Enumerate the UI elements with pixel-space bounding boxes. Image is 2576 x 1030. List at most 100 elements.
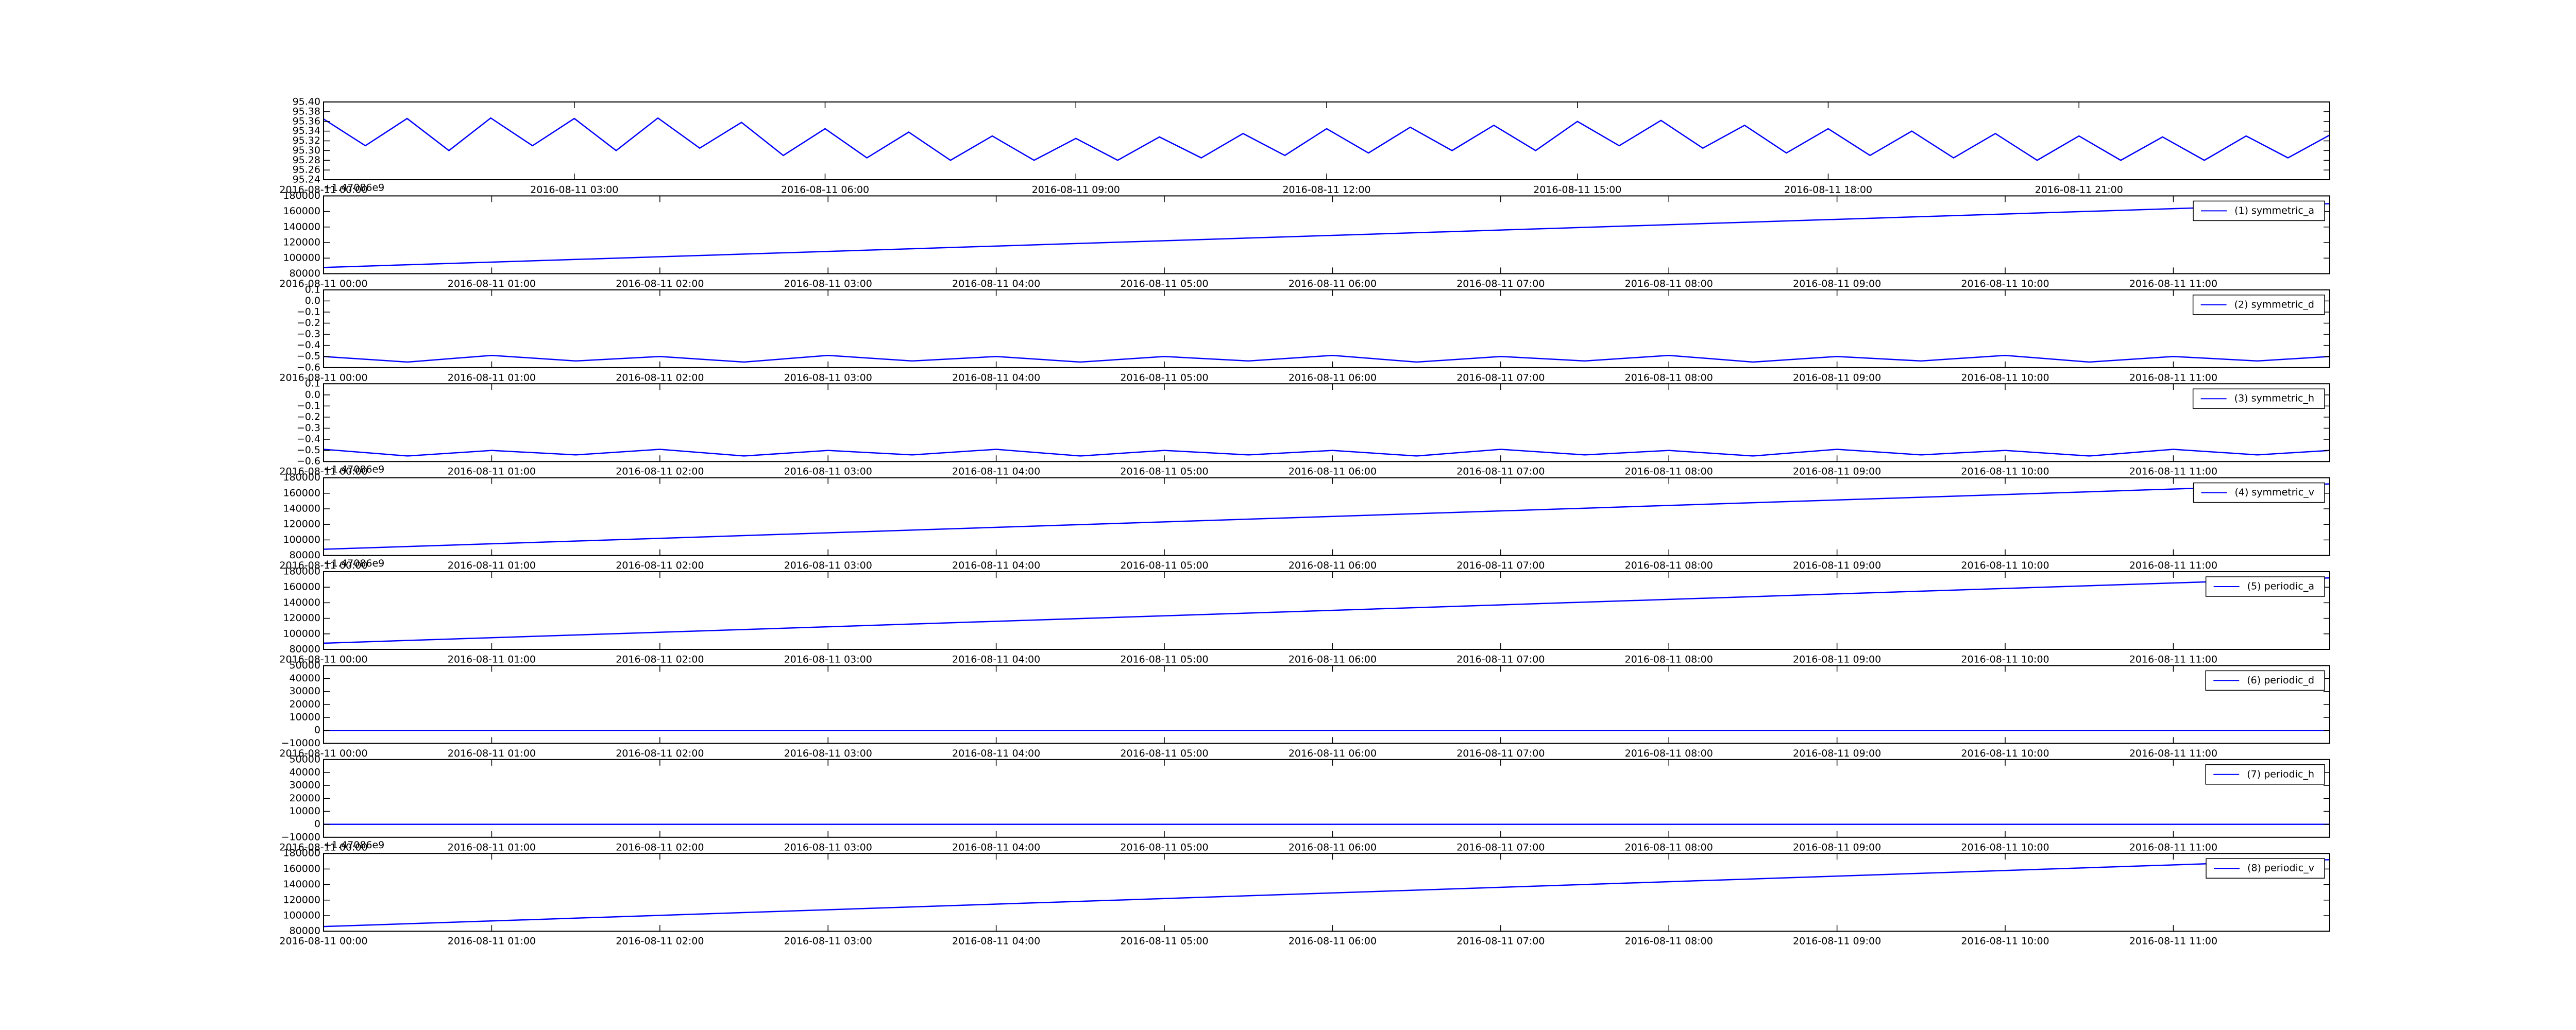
subplot: 800001000001200001400001600001800002016-… [279,182,2330,289]
x-tick-label: 2016-08-11 09:00 [1793,560,1881,571]
x-tick-label: 2016-08-11 00:00 [279,654,367,665]
x-tick-label: 2016-08-11 07:00 [1456,372,1545,383]
legend: (3) symmetric_h [2192,388,2325,409]
legend-label: (2) symmetric_d [2234,299,2314,310]
x-tick-label: 2016-08-11 03:00 [784,278,872,289]
y-tick-label: 40000 [290,673,320,684]
x-tick-label: 2016-08-11 11:00 [2129,748,2217,759]
y-tick-label: 50000 [290,753,320,765]
data-line [324,203,2330,268]
y-tick-label: 95.32 [293,135,320,146]
y-tick-label: 95.26 [293,164,320,176]
y-tick-label: 20000 [290,698,320,710]
subplot: 800001000001200001400001600001800002016-… [279,839,2330,947]
y-tick-label: 10000 [290,805,320,817]
y-tick-label: 20000 [290,793,320,804]
x-tick-label: 2016-08-11 02:00 [616,466,704,477]
legend: (1) symmetric_a [2193,200,2325,221]
x-tick-label: 2016-08-11 08:00 [1625,842,1713,853]
x-tick-label: 2016-08-11 11:00 [2129,654,2217,665]
y-tick-label: 95.28 [293,154,320,166]
y-tick-label: 95.36 [293,115,320,127]
x-tick-label: 2016-08-11 11:00 [2129,560,2217,571]
y-tick-label: 95.24 [293,174,320,185]
y-tick-label: 0 [314,818,320,830]
y-tick-label: 140000 [283,503,320,514]
x-tick-label: 2016-08-11 11:00 [2129,466,2217,477]
y-tick-label: 0.0 [305,295,320,306]
x-tick-label: 2016-08-11 11:00 [2129,372,2217,383]
x-tick-label: 2016-08-11 05:00 [1120,560,1208,571]
x-tick-label: 2016-08-11 04:00 [952,654,1040,665]
y-tick-label: −0.1 [297,400,320,411]
data-line [324,117,2330,161]
x-tick-label: 2016-08-11 08:00 [1625,936,1713,947]
x-tick-label: 2016-08-11 06:00 [1289,936,1377,947]
x-tick-label: 2016-08-11 09:00 [1793,748,1881,759]
y-tick-label: 95.34 [293,125,320,136]
y-tick-label: 120000 [283,894,320,905]
x-tick-label: 2016-08-11 07:00 [1456,560,1545,571]
y-tick-label: −0.2 [297,411,320,422]
legend-box [2193,200,2325,221]
x-tick-label: 2016-08-11 02:00 [616,278,704,289]
legend-label: (4) symmetric_v [2234,487,2314,498]
y-tick-label: 95.30 [293,145,320,156]
x-tick-label: 2016-08-11 00:00 [279,842,367,853]
axes-frame [323,477,2330,556]
legend: (8) periodic_v [2206,858,2325,879]
x-tick-label: 2016-08-11 07:00 [1456,748,1545,759]
x-tick-label: 2016-08-11 09:00 [1793,842,1881,853]
x-tick-label: 2016-08-11 01:00 [448,936,536,947]
x-tick-label: 2016-08-11 09:00 [1793,372,1881,383]
y-tick-label: 80000 [290,644,320,655]
y-tick-label: 120000 [283,519,320,530]
x-tick-label: 2016-08-11 05:00 [1120,842,1208,853]
data-line [324,577,2330,644]
x-tick-label: 2016-08-11 00:00 [279,748,367,759]
x-tick-label: 2016-08-11 09:00 [1793,936,1881,947]
x-tick-label: 2016-08-11 03:00 [784,748,872,759]
y-tick-label: 80000 [290,550,320,561]
y-tick-label: 80000 [290,268,320,279]
subplot: 800001000001200001400001600001800002016-… [279,558,2330,665]
x-tick-label: 2016-08-11 10:00 [1961,560,2049,571]
x-tick-label: 2016-08-11 09:00 [1793,466,1881,477]
y-tick-label: −0.2 [297,317,320,329]
y-tick-label: 0.0 [305,389,320,400]
legend-label: (6) periodic_d [2247,675,2314,686]
y-tick-label: −10000 [281,737,320,749]
x-tick-label: 2016-08-11 04:00 [952,748,1040,759]
y-tick-label: 50000 [290,660,320,671]
subplot: −0.6−0.5−0.4−0.3−0.2−0.10.00.1 2016-08-11… [279,284,2330,383]
y-tick-label: −0.5 [297,444,320,456]
x-tick-label: 2016-08-11 02:00 [616,654,704,665]
offset-text: +1.47086e9 [324,464,384,475]
x-tick-label: 2016-08-11 03:00 [784,466,872,477]
x-tick-label: 2016-08-11 10:00 [1961,654,2049,665]
legend: (2) symmetric_d [2192,295,2325,315]
x-tick-label: 2016-08-11 07:00 [1456,654,1545,665]
x-tick-label: 2016-08-11 02:00 [616,748,704,759]
y-tick-label: 100000 [283,910,320,921]
x-tick-label: 2016-08-11 10:00 [1961,372,2049,383]
x-tick-label: 2016-08-11 03:00 [530,184,618,196]
x-tick-label: 2016-08-11 10:00 [1961,936,2049,947]
y-tick-label: 120000 [283,612,320,624]
legend-label: (8) periodic_v [2247,863,2314,874]
axes-frame [323,289,2330,368]
x-tick-label: 2016-08-11 09:00 [1793,278,1881,289]
offset-text: +1.47086e9 [324,182,384,193]
x-tick-label: 2016-08-11 02:00 [616,372,704,383]
axes-frame [323,195,2330,274]
x-tick-label: 2016-08-11 03:00 [784,842,872,853]
y-tick-label: 30000 [290,780,320,791]
y-tick-label: −0.1 [297,306,320,317]
y-tick-label: 100000 [283,252,320,264]
y-tick-label: 120000 [283,237,320,248]
offset-text: +1.47086e9 [324,839,384,851]
y-tick-label: 140000 [283,597,320,608]
y-tick-label: 95.40 [293,96,320,108]
